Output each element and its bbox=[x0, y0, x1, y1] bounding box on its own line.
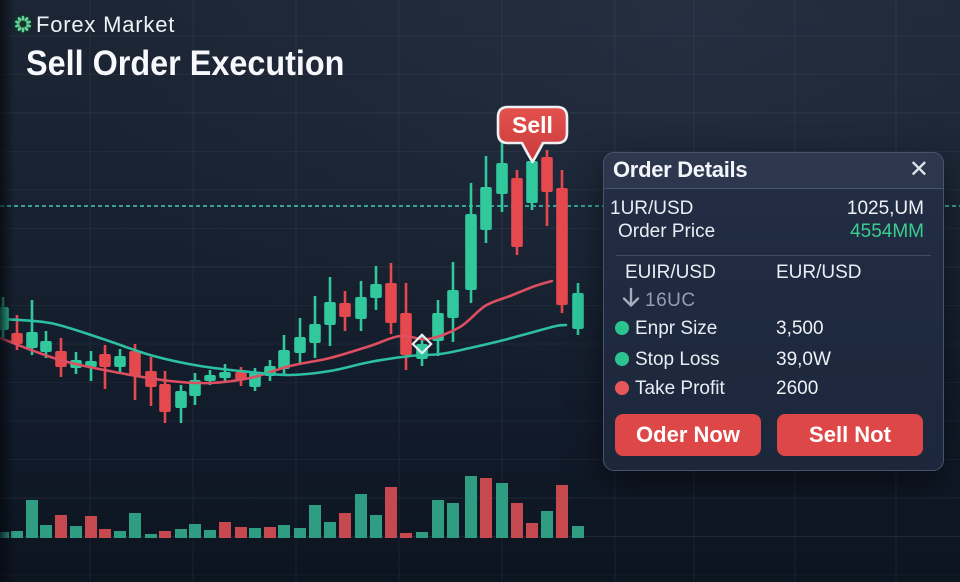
svg-text:Sell: Sell bbox=[512, 112, 553, 138]
